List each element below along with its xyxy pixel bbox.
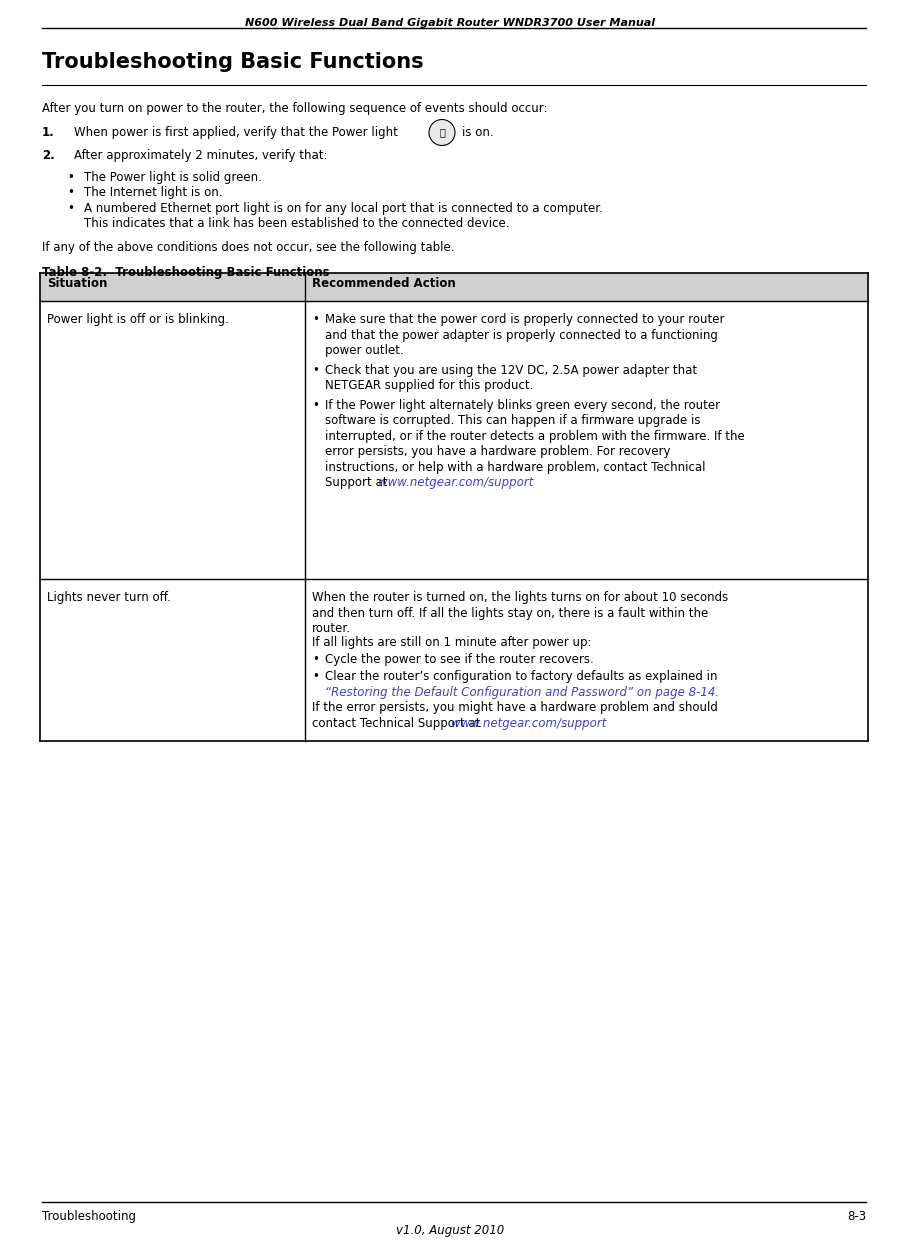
Text: instructions, or help with a hardware problem, contact Technical: instructions, or help with a hardware pr…: [325, 460, 705, 474]
Text: Make sure that the power cord is properly connected to your router: Make sure that the power cord is properl…: [325, 313, 724, 327]
Text: Check that you are using the 12V DC, 2.5A power adapter that: Check that you are using the 12V DC, 2.5…: [325, 364, 697, 377]
Text: The Internet light is on.: The Internet light is on.: [84, 187, 223, 200]
Text: •: •: [67, 171, 74, 185]
Text: Table 8-2.  Troubleshooting Basic Functions: Table 8-2. Troubleshooting Basic Functio…: [42, 266, 330, 278]
Text: •: •: [312, 671, 319, 683]
Text: 8-3: 8-3: [847, 1210, 866, 1223]
Text: •: •: [312, 653, 319, 666]
Text: www.netgear.com/support: www.netgear.com/support: [378, 476, 533, 489]
Text: power outlet.: power outlet.: [325, 344, 404, 358]
Text: Recommended Action: Recommended Action: [312, 277, 456, 289]
Text: If all lights are still on 1 minute after power up:: If all lights are still on 1 minute afte…: [312, 636, 591, 650]
Text: After approximately 2 minutes, verify that:: After approximately 2 minutes, verify th…: [74, 148, 327, 162]
Text: error persists, you have a hardware problem. For recovery: error persists, you have a hardware prob…: [325, 445, 670, 458]
Text: .: .: [489, 476, 493, 489]
Text: NETGEAR supplied for this product.: NETGEAR supplied for this product.: [325, 379, 533, 392]
Text: software is corrupted. This can happen if a firmware upgrade is: software is corrupted. This can happen i…: [325, 414, 700, 426]
Text: Support at: Support at: [325, 476, 391, 489]
Text: •: •: [312, 313, 319, 327]
Text: and then turn off. If all the lights stay on, there is a fault within the: and then turn off. If all the lights sta…: [312, 607, 708, 620]
Text: Power light is off or is blinking.: Power light is off or is blinking.: [47, 313, 229, 327]
Text: 2.: 2.: [42, 148, 55, 162]
Text: and that the power adapter is properly connected to a functioning: and that the power adapter is properly c…: [325, 329, 718, 342]
Text: Troubleshooting: Troubleshooting: [42, 1210, 136, 1223]
Text: contact Technical Support at: contact Technical Support at: [312, 717, 484, 729]
Circle shape: [429, 120, 455, 146]
Text: The Power light is solid green.: The Power light is solid green.: [84, 171, 262, 185]
Text: .: .: [563, 717, 567, 729]
Text: When power is first applied, verify that the Power light: When power is first applied, verify that…: [74, 126, 398, 138]
Text: ⏻: ⏻: [439, 127, 445, 137]
Text: 1.: 1.: [42, 126, 55, 138]
Text: After you turn on power to the router, the following sequence of events should o: After you turn on power to the router, t…: [42, 102, 548, 115]
Text: If the Power light alternately blinks green every second, the router: If the Power light alternately blinks gr…: [325, 399, 720, 412]
Text: If the error persists, you might have a hardware problem and should: If the error persists, you might have a …: [312, 701, 718, 715]
Text: Situation: Situation: [47, 277, 107, 289]
Text: N600 Wireless Dual Band Gigabit Router WNDR3700 User Manual: N600 Wireless Dual Band Gigabit Router W…: [245, 17, 656, 27]
Text: is on.: is on.: [462, 126, 494, 138]
Text: A numbered Ethernet port light is on for any local port that is connected to a c: A numbered Ethernet port light is on for…: [84, 202, 603, 214]
Text: •: •: [312, 399, 319, 412]
Text: When the router is turned on, the lights turns on for about 10 seconds: When the router is turned on, the lights…: [312, 591, 728, 605]
Bar: [40, 273, 868, 302]
Text: Clear the router’s configuration to factory defaults as explained in: Clear the router’s configuration to fact…: [325, 671, 717, 683]
Text: Troubleshooting Basic Functions: Troubleshooting Basic Functions: [42, 52, 423, 72]
Text: Lights never turn off.: Lights never turn off.: [47, 591, 171, 605]
Text: This indicates that a link has been established to the connected device.: This indicates that a link has been esta…: [84, 217, 509, 231]
Text: “Restoring the Default Configuration and Password” on page 8-14.: “Restoring the Default Configuration and…: [325, 686, 719, 698]
Text: interrupted, or if the router detects a problem with the firmware. If the: interrupted, or if the router detects a …: [325, 429, 745, 443]
Text: If any of the above conditions does not occur, see the following table.: If any of the above conditions does not …: [42, 241, 454, 253]
Bar: [40, 273, 868, 741]
Text: Cycle the power to see if the router recovers.: Cycle the power to see if the router rec…: [325, 653, 594, 666]
Text: •: •: [67, 202, 74, 214]
Text: router.: router.: [312, 622, 351, 635]
Text: www.netgear.com/support: www.netgear.com/support: [451, 717, 606, 729]
Text: •: •: [312, 364, 319, 377]
Text: v1.0, August 2010: v1.0, August 2010: [396, 1225, 505, 1237]
Text: •: •: [67, 187, 74, 200]
